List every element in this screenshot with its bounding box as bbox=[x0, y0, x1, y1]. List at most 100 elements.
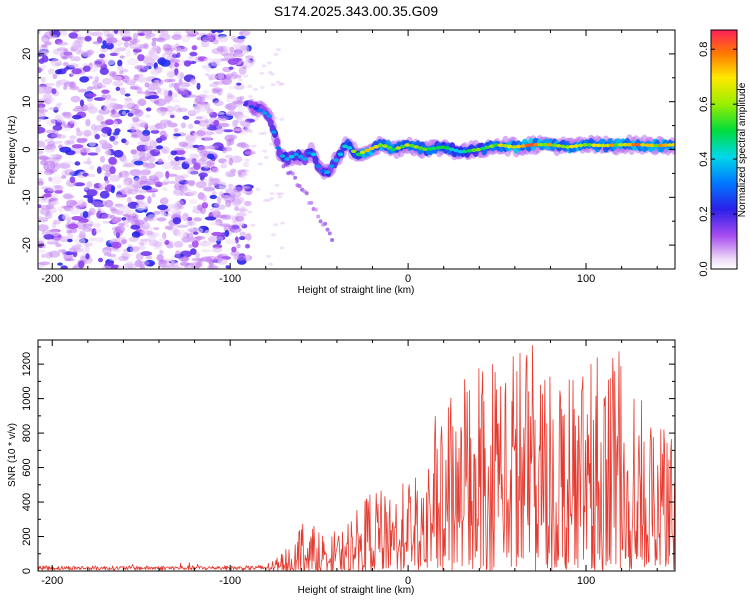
noise-blob bbox=[273, 223, 279, 227]
noise-blob bbox=[223, 129, 234, 133]
noise-blob bbox=[217, 72, 225, 80]
ridge-core bbox=[337, 152, 344, 157]
noise-blob bbox=[75, 127, 81, 132]
noise-blob bbox=[63, 193, 73, 200]
noise-blob bbox=[216, 46, 224, 53]
noise-blob bbox=[167, 203, 174, 210]
noise-blob bbox=[139, 122, 149, 128]
ridge-core bbox=[266, 114, 273, 118]
noise-blob bbox=[57, 119, 65, 123]
noise-blob bbox=[209, 83, 219, 88]
noise-blob bbox=[208, 74, 218, 81]
noise-blob bbox=[218, 191, 224, 197]
noise-blob bbox=[133, 160, 144, 166]
noise-blob bbox=[129, 246, 140, 253]
noise-blob bbox=[121, 239, 127, 245]
noise-blob bbox=[88, 64, 99, 73]
noise-blob bbox=[197, 204, 203, 211]
noise-blob bbox=[215, 30, 224, 33]
noise-blob bbox=[103, 105, 111, 111]
ridge-core bbox=[324, 170, 330, 174]
ridge-core bbox=[480, 146, 486, 151]
noise-blob bbox=[162, 265, 172, 269]
noise-blob bbox=[40, 160, 48, 166]
noise-blob bbox=[90, 124, 97, 131]
noise-blob bbox=[115, 86, 121, 91]
noise-blob bbox=[45, 96, 55, 103]
noise-blob bbox=[186, 237, 197, 243]
noise-blob bbox=[167, 180, 180, 184]
noise-blob bbox=[125, 49, 131, 57]
noise-blob bbox=[176, 72, 182, 80]
noise-blob bbox=[109, 206, 117, 212]
noise-blob bbox=[249, 61, 255, 65]
noise-blob bbox=[38, 126, 46, 134]
noise-blob bbox=[228, 183, 234, 189]
branch-blob bbox=[327, 231, 332, 236]
ridge-core bbox=[520, 144, 526, 148]
ridge-core bbox=[640, 143, 646, 147]
noise-blob bbox=[55, 69, 63, 75]
ridge-core bbox=[373, 145, 379, 149]
noise-blob bbox=[247, 129, 253, 133]
noise-blob bbox=[235, 215, 245, 222]
noise-blob bbox=[166, 70, 176, 78]
noise-blob bbox=[127, 196, 132, 204]
y-tick-label: 0 bbox=[21, 146, 33, 152]
colorbar: 0.0 0.2 0.4 0.6 0.8 Normalized spectral ampl… bbox=[698, 29, 748, 277]
ridge-core bbox=[515, 144, 522, 149]
noise-blob bbox=[74, 161, 81, 166]
ridge-core bbox=[328, 164, 335, 168]
noise-blob bbox=[150, 129, 160, 134]
noise-blob bbox=[130, 126, 136, 132]
noise-blob bbox=[127, 78, 135, 85]
noise-blob bbox=[237, 78, 243, 82]
noise-blob bbox=[101, 44, 107, 49]
noise-blob bbox=[72, 56, 81, 62]
noise-blob bbox=[233, 186, 243, 193]
noise-blob bbox=[206, 153, 215, 160]
noise-blob bbox=[38, 204, 42, 209]
ridge-core bbox=[493, 143, 500, 147]
ridge-core bbox=[626, 142, 633, 147]
noise-blob bbox=[133, 188, 140, 192]
noise-blob bbox=[171, 34, 182, 41]
noise-blob bbox=[82, 211, 89, 218]
noise-blob bbox=[243, 60, 254, 68]
noise-blob bbox=[68, 51, 73, 59]
noise-blob bbox=[153, 171, 164, 179]
noise-blob bbox=[128, 236, 139, 242]
noise-blob bbox=[103, 31, 108, 40]
noise-blob bbox=[84, 186, 89, 191]
noise-blob bbox=[236, 212, 247, 217]
noise-blob bbox=[212, 88, 220, 94]
noise-blob bbox=[241, 142, 247, 146]
ridge-core bbox=[475, 147, 482, 152]
noise-blob bbox=[129, 169, 142, 177]
noise-blob bbox=[157, 204, 169, 210]
noise-blob bbox=[68, 119, 76, 124]
ridge-core bbox=[288, 154, 295, 159]
noise-blob bbox=[200, 115, 208, 121]
colorbar-label: Normalized spectral amplitude bbox=[737, 82, 748, 217]
noise-blob bbox=[72, 114, 82, 120]
ridge-core bbox=[488, 144, 495, 148]
noise-blob bbox=[84, 50, 92, 58]
x-tick-label: 100 bbox=[577, 575, 595, 587]
noise-blob bbox=[74, 237, 86, 246]
noise-blob bbox=[87, 260, 92, 265]
noise-blob bbox=[38, 30, 41, 35]
ridge-core bbox=[569, 144, 575, 149]
ridge-core bbox=[351, 149, 357, 154]
noise-blob bbox=[79, 76, 90, 83]
noise-blob bbox=[234, 206, 240, 212]
noise-blob bbox=[278, 83, 284, 86]
noise-blob bbox=[195, 252, 201, 259]
noise-blob bbox=[98, 183, 108, 189]
ridge-core bbox=[271, 130, 277, 134]
noise-blob bbox=[165, 170, 170, 179]
branch-blob bbox=[293, 175, 298, 180]
noise-blob bbox=[82, 65, 91, 72]
noise-blob bbox=[66, 199, 78, 207]
